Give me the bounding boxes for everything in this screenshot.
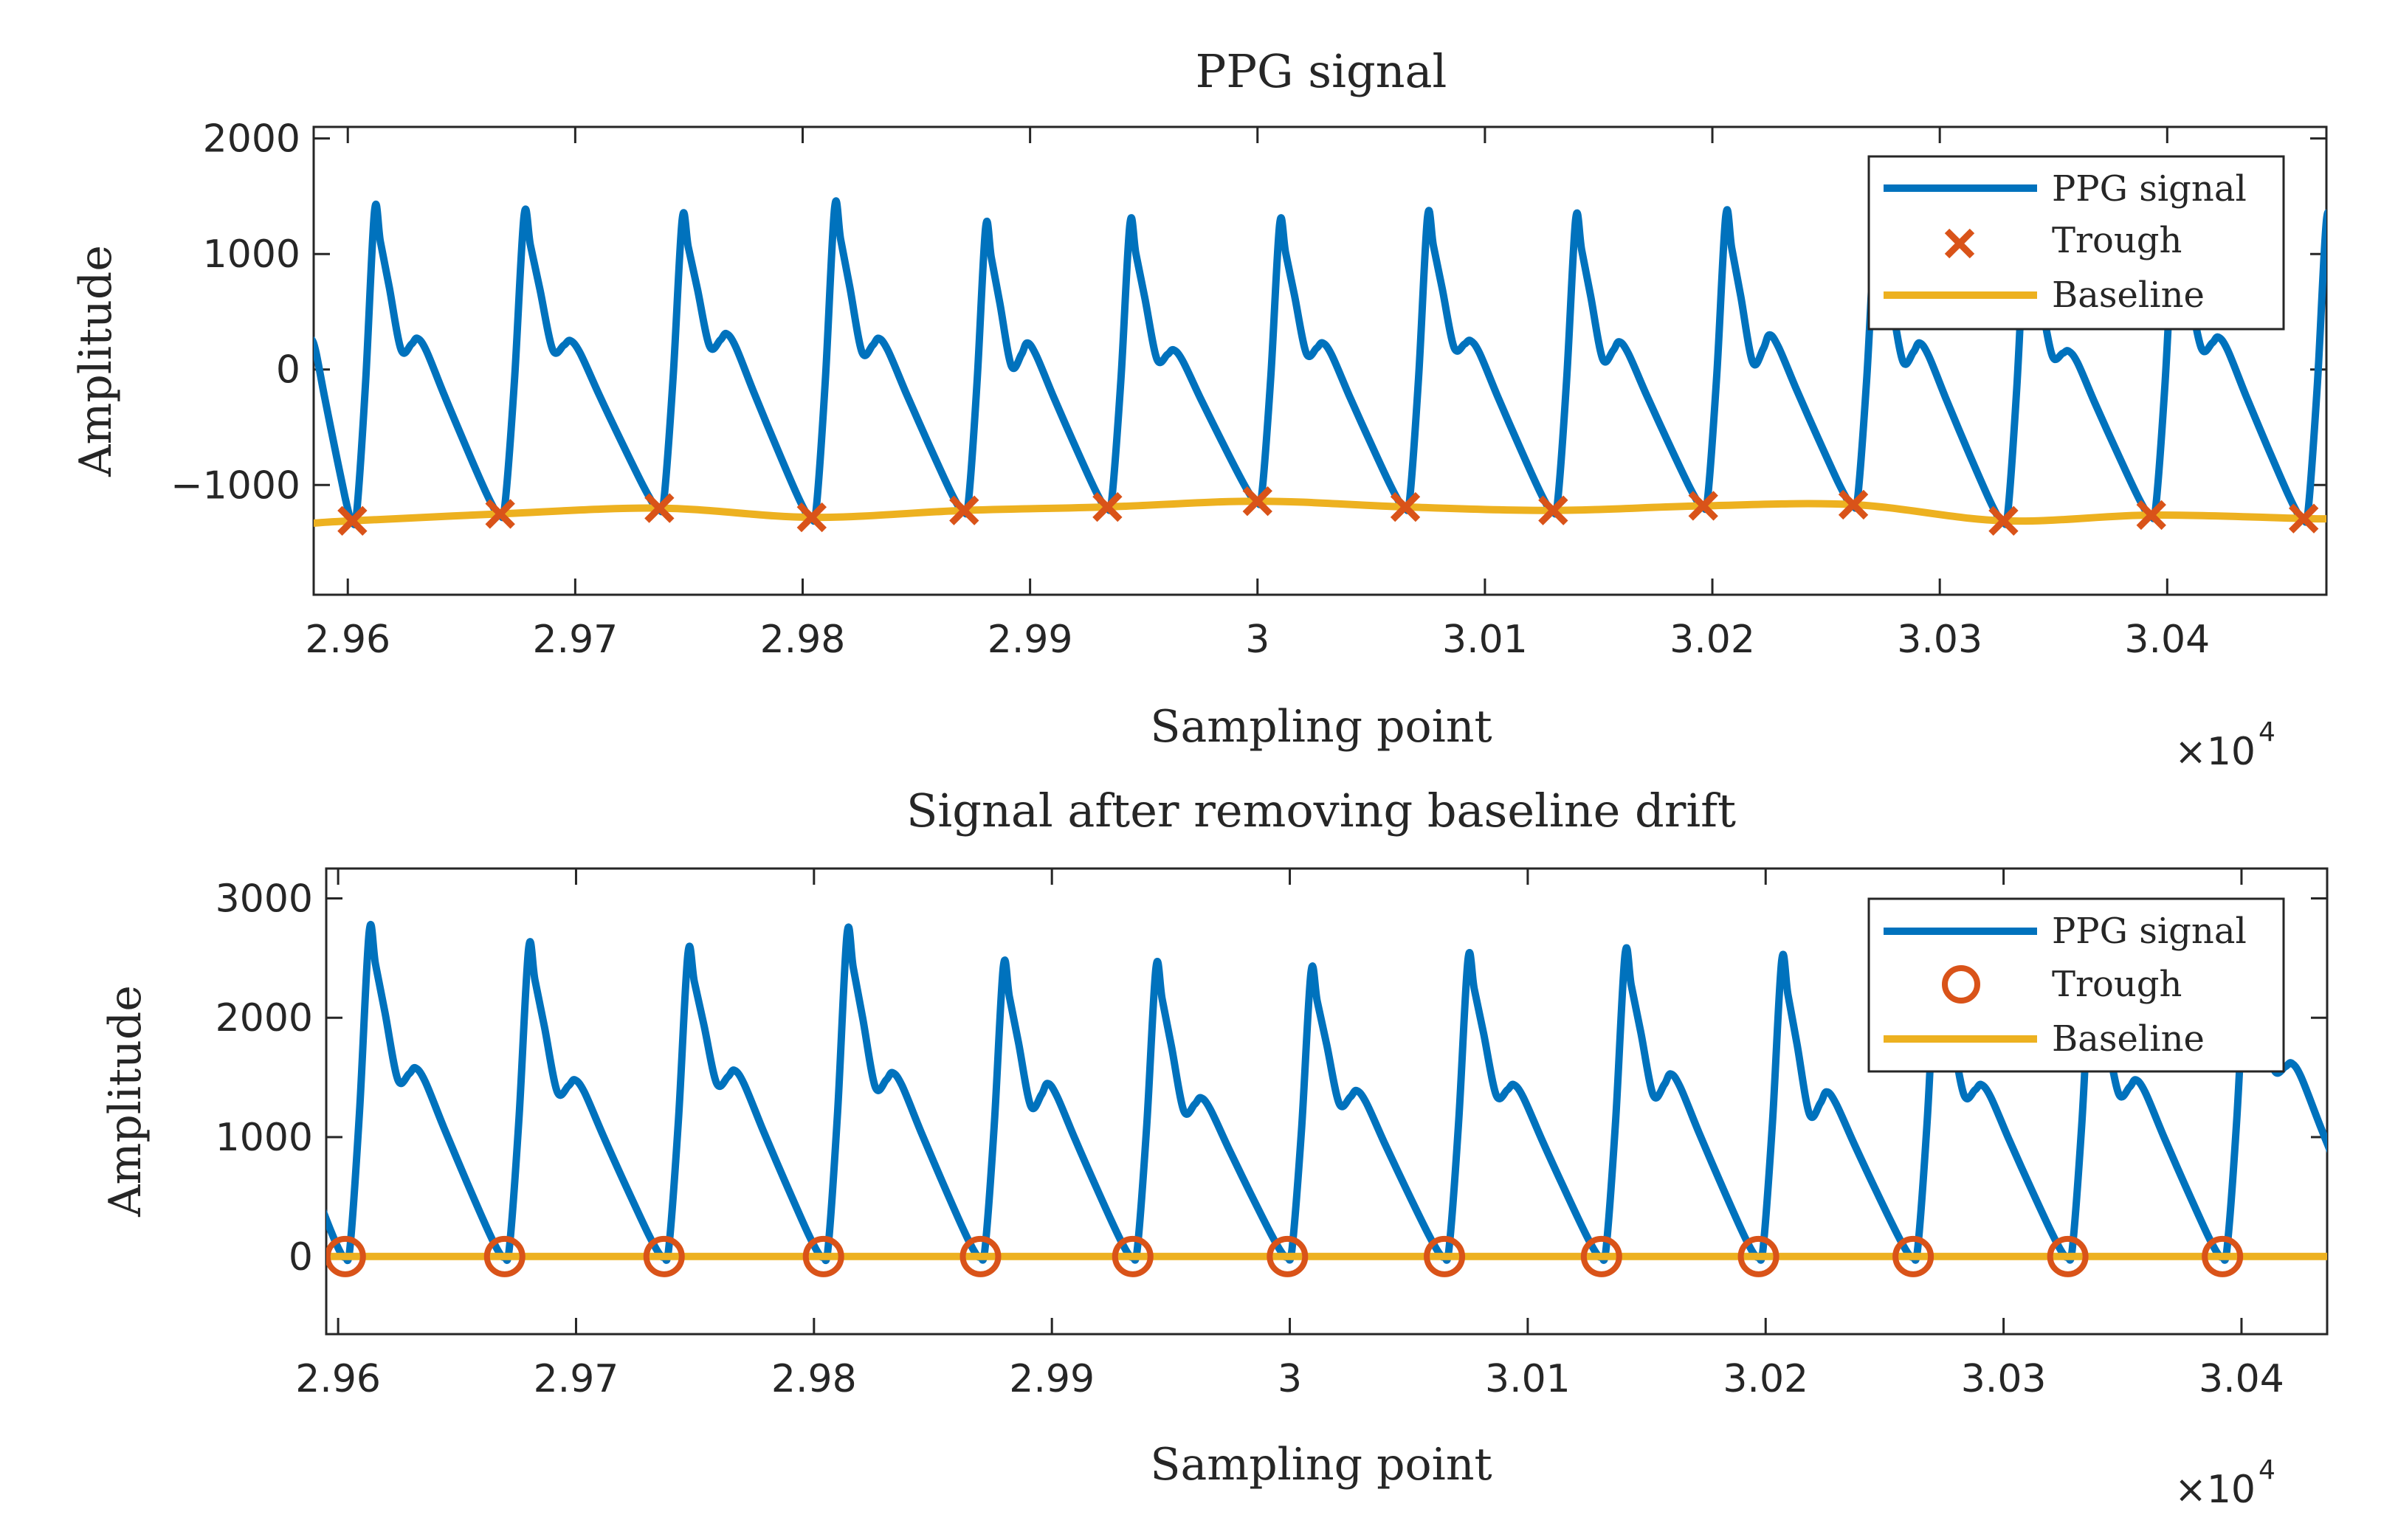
x-tick-label: 2.98 — [771, 1357, 857, 1401]
trough-marker — [1092, 491, 1123, 522]
trough-marker — [2047, 1235, 2089, 1277]
chart-ppg-signal: PPG signal 2.96 2.97 2.98 2.99 3 3.01 3.02 3.03… — [70, 44, 2328, 774]
x-exponent-label: ×10 — [2174, 730, 2256, 774]
legend: PPG signal Trough Baseline — [1867, 155, 2285, 331]
x-tick-label: 2.97 — [532, 618, 618, 662]
y-axis-label: Amplitude — [70, 245, 122, 477]
trough-marker — [326, 1235, 366, 1277]
x-exponent-label: ×10 — [2174, 1468, 2256, 1512]
x-tick-label: 3.02 — [1670, 618, 1755, 662]
trough-marker — [1390, 491, 1421, 522]
trough-marker — [1580, 1235, 1622, 1277]
x-tick-labels: 2.96 2.97 2.98 2.99 3 3.01 3.02 3.03 3.04 — [305, 618, 2210, 662]
x-axis-label: Sampling point — [1150, 701, 1492, 753]
x-tick-label: 2.96 — [295, 1357, 381, 1401]
legend-swatch-trough — [1942, 965, 1980, 1004]
x-exponent-power: 4 — [2259, 1455, 2275, 1485]
x-tick-label: 2.98 — [760, 618, 846, 662]
chart-signal-after-removing-baseline-drift: Signal after removing baseline drift 2.9… — [100, 784, 2329, 1512]
trough-marker — [1538, 495, 1568, 525]
trough-marker — [959, 1235, 1002, 1277]
trough-marker — [2136, 500, 2166, 531]
x-tick-label: 3.02 — [1723, 1357, 1808, 1401]
trough-marker — [483, 1235, 526, 1277]
trough-marker — [1112, 1235, 1154, 1277]
trough-marker — [643, 1235, 685, 1277]
trough-marker — [1737, 1235, 1779, 1277]
trough-marker — [802, 1235, 844, 1277]
legend-label-trough: Trough — [2052, 220, 2182, 261]
y-tick-label: 0 — [276, 348, 300, 393]
axis-ticks — [326, 869, 2327, 1334]
axis-ticks — [314, 127, 2326, 595]
legend-label-ppg-signal: PPG signal — [2052, 911, 2247, 952]
trough-marker — [1267, 1235, 1309, 1277]
x-tick-label: 3.01 — [1442, 618, 1528, 662]
trough-marker — [949, 495, 979, 525]
x-tick-label: 3.03 — [1961, 1357, 2047, 1401]
trough-marker — [2289, 503, 2319, 534]
legend-label-ppg-signal: PPG signal — [2052, 168, 2247, 210]
legend-label-baseline: Baseline — [2052, 274, 2205, 316]
baseline-line — [314, 497, 2326, 527]
y-tick-label: −1000 — [170, 463, 300, 508]
trough-marker — [2202, 1235, 2244, 1277]
legend: PPG signal Trough Baseline — [1867, 897, 2285, 1073]
chart-title: PPG signal — [1196, 44, 1447, 98]
y-tick-label: 1000 — [203, 232, 300, 277]
plot-series — [326, 921, 2327, 1277]
x-tick-label: 3.03 — [1897, 618, 1982, 662]
y-tick-label: 2000 — [203, 117, 300, 162]
y-tick-label: 3000 — [216, 877, 313, 921]
trough-marker — [337, 505, 368, 536]
x-tick-label: 2.96 — [305, 618, 390, 662]
ppg-signal-line — [314, 197, 2326, 528]
x-tick-label: 3 — [1278, 1357, 1302, 1401]
y-tick-label: 0 — [289, 1235, 313, 1280]
legend-swatch-trough — [1944, 228, 1975, 259]
trough-marker — [1424, 1235, 1466, 1277]
x-tick-label: 3 — [1245, 618, 1269, 662]
trough-marker — [644, 493, 675, 523]
x-tick-label: 3.04 — [2124, 618, 2210, 662]
trough-marker — [1988, 505, 2019, 536]
x-tick-label: 3.01 — [1485, 1357, 1571, 1401]
x-tick-labels: 2.96 2.97 2.98 2.99 3 3.01 3.02 3.03 3.04 — [295, 1357, 2284, 1401]
x-tick-label: 2.99 — [988, 618, 1073, 662]
y-tick-label: 2000 — [216, 996, 313, 1040]
x-axis-label: Sampling point — [1150, 1439, 1492, 1491]
legend-label-baseline: Baseline — [2052, 1018, 2205, 1060]
legend-label-trough: Trough — [2052, 964, 2182, 1005]
x-exponent-power: 4 — [2259, 717, 2275, 747]
y-axis-label: Amplitude — [100, 985, 151, 1218]
plot-series — [314, 197, 2326, 536]
y-tick-label: 1000 — [216, 1116, 313, 1160]
y-tick-labels: 2000 1000 0 −1000 — [170, 117, 300, 508]
trough-marker — [1838, 489, 1869, 520]
x-tick-label: 2.99 — [1009, 1357, 1095, 1401]
trough-marker — [485, 499, 515, 529]
trough-marker — [796, 502, 827, 533]
trough-marker — [1892, 1235, 1934, 1277]
chart-title: Signal after removing baseline drift — [906, 784, 1736, 838]
y-tick-labels: 3000 2000 1000 0 — [216, 877, 313, 1279]
x-tick-label: 2.97 — [534, 1357, 619, 1401]
x-tick-label: 3.04 — [2199, 1357, 2284, 1401]
trough-marker — [1242, 486, 1272, 517]
trough-marker — [1688, 491, 1718, 521]
